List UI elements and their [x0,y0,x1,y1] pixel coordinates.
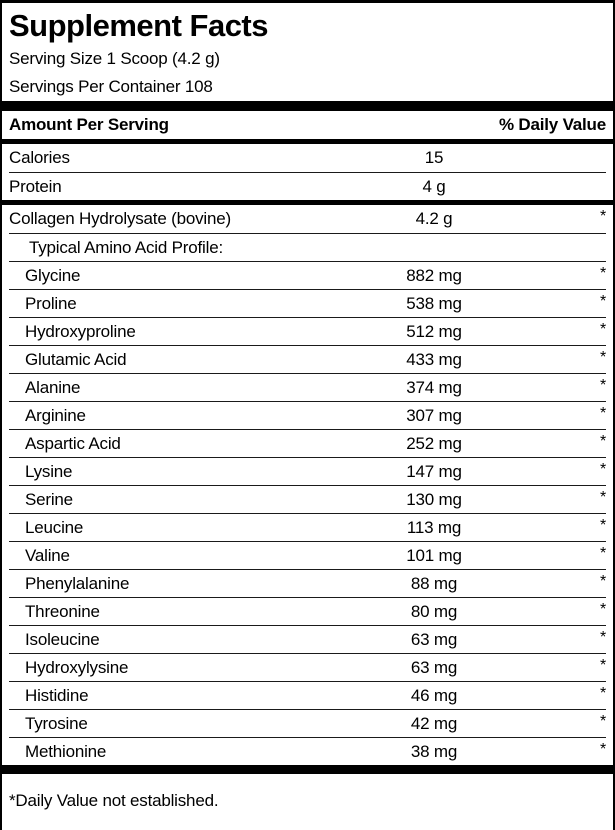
nutrient-dv: * [599,601,606,618]
table-row: Isoleucine 63 mg * [9,625,606,653]
nutrient-dv: * [599,489,606,506]
nutrient-name: Histidine [25,685,89,705]
table-row: Hydroxyproline 512 mg * [9,317,606,345]
nutrient-amount: 433 mg [406,349,462,369]
table-row: Tyrosine 42 mg * [9,709,606,737]
table-header-row: Amount Per Serving % Daily Value [9,111,606,139]
nutrient-name: Calories [9,148,70,167]
table-row: Leucine 113 mg * [9,513,606,541]
daily-value-header: % Daily Value [498,115,606,134]
table-row: Threonine 80 mg * [9,597,606,625]
servings-per-container: Servings Per Container 108 [9,77,213,96]
nutrient-dv: * [599,208,606,225]
nutrient-name: Aspartic Acid [25,433,121,453]
nutrient-dv: * [599,573,606,590]
nutrient-name: Valine [25,545,70,565]
nutrient-name: Phenylalanine [25,573,130,593]
table-row: Phenylalanine 88 mg * [9,569,606,597]
table-row: Typical Amino Acid Profile: [9,233,606,261]
nutrient-amount: 307 mg [406,405,462,425]
table-row: Methionine 38 mg * [9,737,606,765]
nutrient-name: Collagen Hydrolysate (bovine) [9,209,231,228]
nutrient-name: Glycine [25,265,81,285]
nutrient-amount: 80 mg [410,601,458,621]
nutrient-dv: * [599,545,606,562]
nutrient-name: Alanine [25,377,81,397]
nutrient-name: Hydroxylysine [25,657,129,677]
table-row: Valine 101 mg * [9,541,606,569]
daily-value-footnote: *Daily Value not established. [9,791,219,810]
table-row: Arginine 307 mg * [9,401,606,429]
nutrient-amount: 882 mg [406,265,462,285]
nutrient-name: Serine [25,489,73,509]
nutrient-dv: * [599,265,606,282]
table-row: Calories 15 [9,144,606,172]
nutrient-amount: 147 mg [406,461,462,481]
amount-per-serving-header: Amount Per Serving [9,115,169,134]
calories-protein-rows: Calories 15 Protein 4 g [9,144,606,200]
nutrient-dv: * [599,657,606,674]
nutrient-name: Threonine [25,601,100,621]
nutrient-name: Proline [25,293,77,313]
nutrient-dv: * [599,461,606,478]
label-title: Supplement Facts [9,8,269,43]
table-row: Glycine 882 mg * [9,261,606,289]
medium-divider-header [2,139,613,144]
nutrient-amount: 512 mg [406,321,462,341]
nutrient-name: Methionine [25,741,107,761]
nutrient-amount: 42 mg [410,713,458,733]
nutrient-name: Hydroxyproline [25,321,136,341]
table-row: Glutamic Acid 433 mg * [9,345,606,373]
nutrient-name: Leucine [25,517,84,537]
nutrient-amount: 63 mg [410,629,458,649]
nutrient-amount: 63 mg [410,657,458,677]
nutrient-amount: 88 mg [410,573,458,593]
nutrient-name: Isoleucine [25,629,100,649]
table-row: Protein 4 g [9,172,606,200]
table-row: Histidine 46 mg * [9,681,606,709]
nutrient-name: Protein [9,176,62,196]
medium-divider-middle [2,200,613,205]
nutrient-dv: * [599,629,606,646]
nutrient-dv: * [599,377,606,394]
nutrient-dv: * [599,293,606,310]
nutrient-name: Arginine [25,405,86,425]
nutrient-dv: * [599,713,606,730]
nutrient-name: Lysine [25,461,73,481]
nutrient-amount: 374 mg [406,377,462,397]
nutrient-amount: 538 mg [406,293,462,313]
table-row: Alanine 374 mg * [9,373,606,401]
nutrient-dv: * [599,741,606,758]
nutrient-name: Tyrosine [25,713,88,733]
nutrient-name: Glutamic Acid [25,349,127,369]
nutrient-amount: 38 mg [410,741,458,761]
nutrient-amount: 4.2 g [415,209,453,228]
thick-divider-top [2,101,613,111]
nutrient-dv: * [599,321,606,338]
nutrient-amount: 252 mg [406,433,462,453]
nutrient-amount: 46 mg [410,685,458,705]
thick-divider-bottom [2,765,613,774]
nutrient-dv: * [599,685,606,702]
nutrient-amount: 130 mg [406,489,462,509]
table-row: Serine 130 mg * [9,485,606,513]
table-row: Collagen Hydrolysate (bovine) 4.2 g * [9,205,606,233]
nutrient-amount: 15 [424,148,444,167]
nutrient-amount: 101 mg [406,545,462,565]
nutrient-name: Typical Amino Acid Profile: [29,237,223,257]
table-row: Lysine 147 mg * [9,457,606,485]
nutrient-amount: 113 mg [406,517,462,537]
nutrient-dv: * [599,405,606,422]
nutrient-dv: * [599,433,606,450]
table-row: Proline 538 mg * [9,289,606,317]
table-row: Hydroxylysine 63 mg * [9,653,606,681]
serving-size: Serving Size 1 Scoop (4.2 g) [9,49,220,68]
nutrient-dv: * [599,349,606,366]
table-row: Aspartic Acid 252 mg * [9,429,606,457]
nutrient-dv: * [599,517,606,534]
nutrient-amount: 4 g [422,176,446,196]
amino-acid-rows: Collagen Hydrolysate (bovine) 4.2 g * Ty… [9,205,606,765]
